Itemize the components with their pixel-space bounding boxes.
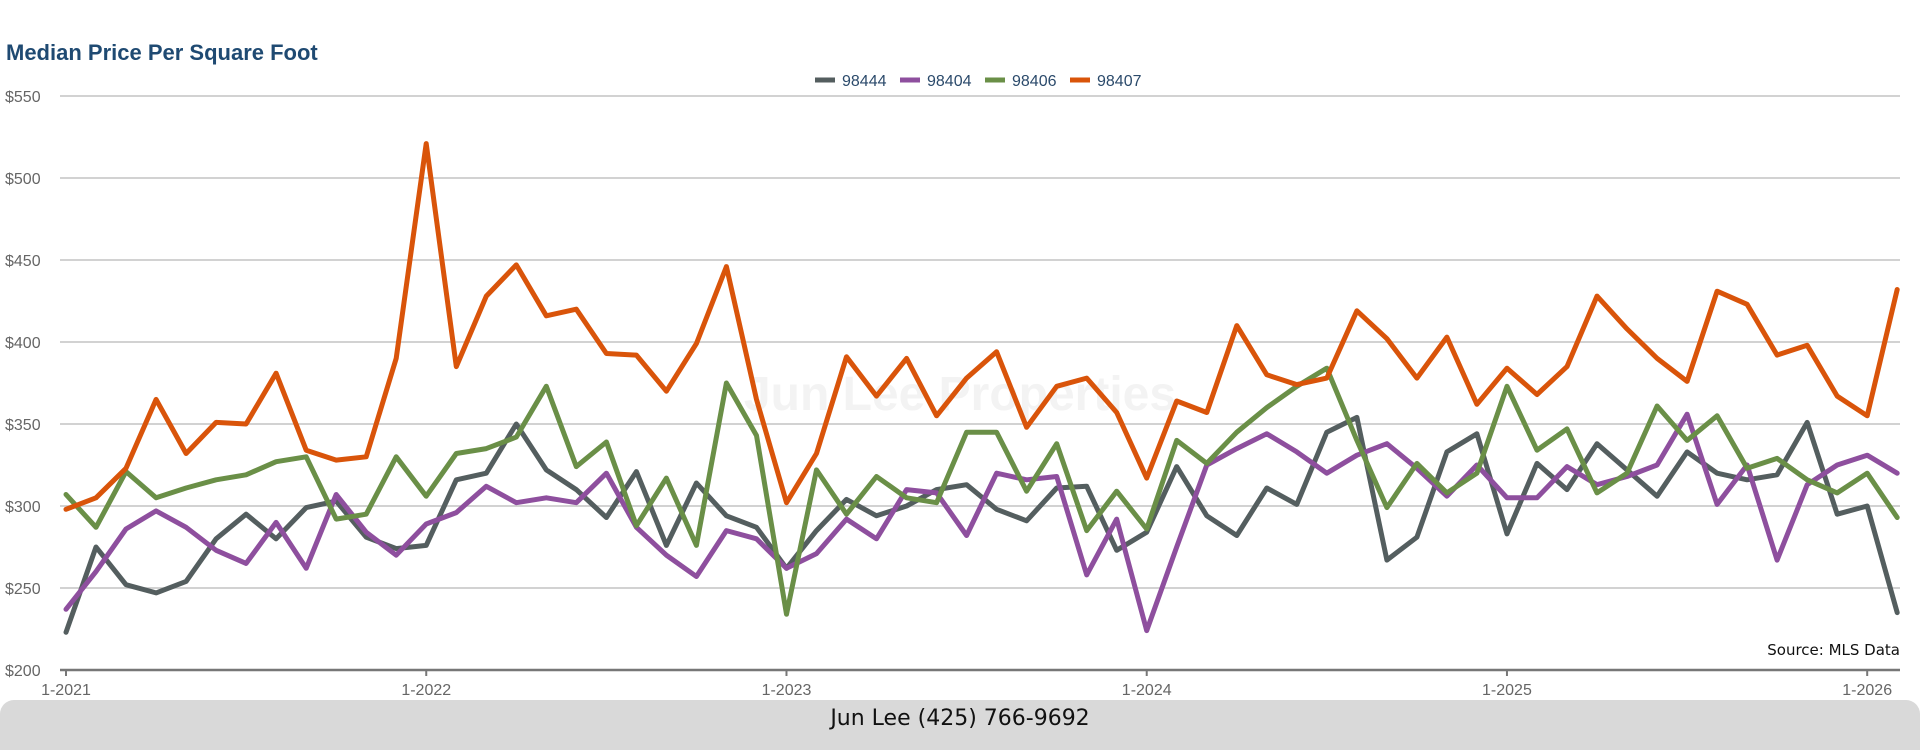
legend-label-98444: 98444	[842, 73, 887, 90]
chart-title: Median Price Per Square Foot	[6, 40, 318, 65]
legend-label-98406: 98406	[1012, 73, 1057, 90]
source-annotation: Source: MLS Data	[1767, 641, 1900, 659]
y-tick-label: $500	[5, 171, 41, 188]
legend-label-98404: 98404	[927, 73, 972, 90]
watermark: Jun Lee Properties	[744, 368, 1176, 421]
y-tick-label: $300	[5, 499, 41, 516]
y-tick-label: $200	[5, 663, 41, 680]
x-tick-label: 1-2023	[762, 682, 812, 699]
x-tick-label: 1-2021	[41, 682, 91, 699]
legend-label-98407: 98407	[1097, 73, 1142, 90]
series-line-98404	[63, 411, 1900, 634]
x-tick-label: 1-2024	[1122, 682, 1172, 699]
x-tick-label: 1-2025	[1482, 682, 1532, 699]
x-tick-label: 1-2022	[401, 682, 451, 699]
y-tick-label: $400	[5, 335, 41, 352]
y-tick-label: $550	[5, 89, 41, 106]
x-tick-label: 1-2026	[1842, 682, 1892, 699]
series-line-98444	[63, 414, 1900, 635]
series-line-98407	[63, 141, 1900, 512]
series-line-98406	[63, 365, 1900, 617]
y-tick-label: $450	[5, 253, 41, 270]
line-chart: Jun Lee Properties $200 $250 $300 $350 $400 $4…	[5, 73, 1900, 699]
y-tick-label: $250	[5, 581, 41, 598]
y-tick-label: $350	[5, 417, 41, 434]
footer-contact: Jun Lee (425) 766-9692	[0, 700, 1920, 750]
